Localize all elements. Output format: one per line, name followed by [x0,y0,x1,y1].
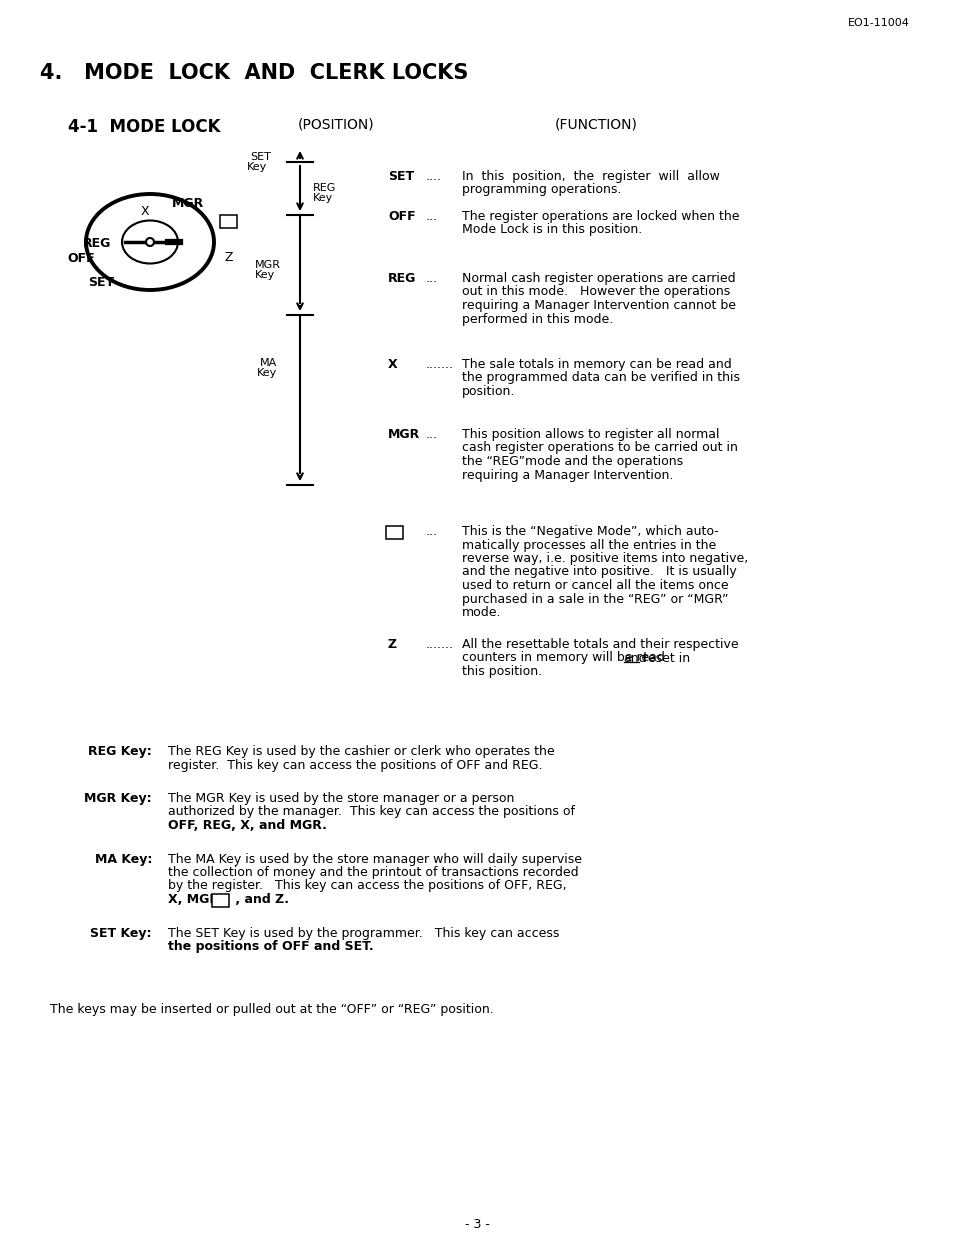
Text: X: X [388,358,397,370]
Text: .......: ....... [426,358,454,370]
Text: SET: SET [388,170,414,183]
Text: This is the “Negative Mode”, which auto-: This is the “Negative Mode”, which auto- [461,525,718,538]
Text: mode.: mode. [461,606,501,620]
Text: .......: ....... [426,638,454,650]
Text: ...: ... [426,209,437,223]
Text: ....: .... [426,170,441,183]
Text: This position allows to register all normal: This position allows to register all nor… [461,427,719,441]
Text: MGR: MGR [254,260,281,270]
Text: cash register operations to be carried out in: cash register operations to be carried o… [461,441,737,455]
Text: The REG Key is used by the cashier or clerk who operates the: The REG Key is used by the cashier or cl… [168,745,554,758]
Text: SET Key:: SET Key: [91,927,152,939]
Text: Key: Key [313,193,333,203]
Text: Key: Key [254,270,275,280]
Text: MGR Key:: MGR Key: [84,792,152,805]
Text: , and Z.: , and Z. [231,893,289,906]
Text: requiring a Manager Intervention cannot be: requiring a Manager Intervention cannot … [461,299,735,312]
Text: In  this  position,  the  register  will  allow: In this position, the register will allo… [461,170,720,183]
Text: the “REG”mode and the operations: the “REG”mode and the operations [461,455,682,468]
Text: reverse way, i.e. positive items into negative,: reverse way, i.e. positive items into ne… [461,553,747,565]
Text: Key: Key [247,162,267,172]
Text: Z: Z [225,252,233,264]
Text: by the register.   This key can access the positions of OFF, REG,: by the register. This key can access the… [168,880,566,892]
Text: and: and [623,652,646,664]
Text: performed in this mode.: performed in this mode. [461,312,613,326]
Text: the programmed data can be verified in this: the programmed data can be verified in t… [461,372,740,384]
FancyBboxPatch shape [386,527,402,539]
Text: Z: Z [388,638,396,650]
Text: −: − [389,527,398,536]
Text: used to return or cancel all the items once: used to return or cancel all the items o… [461,579,728,592]
Text: The SET Key is used by the programmer.   This key can access: The SET Key is used by the programmer. T… [168,927,558,939]
Text: The MGR Key is used by the store manager or a person: The MGR Key is used by the store manager… [168,792,514,805]
Text: −: − [223,216,233,225]
Text: 4-1  MODE LOCK: 4-1 MODE LOCK [68,118,220,136]
Text: MGR: MGR [172,197,204,209]
Text: position.: position. [461,385,515,398]
Text: OFF, REG, X, and MGR.: OFF, REG, X, and MGR. [168,819,327,833]
Text: - 3 -: - 3 - [464,1218,489,1232]
Text: X, MGR,: X, MGR, [168,893,228,906]
Text: All the resettable totals and their respective: All the resettable totals and their resp… [461,638,738,650]
Text: requiring a Manager Intervention.: requiring a Manager Intervention. [461,468,673,482]
Text: 4.   MODE  LOCK  AND  CLERK LOCKS: 4. MODE LOCK AND CLERK LOCKS [40,63,468,83]
Text: register.  This key can access the positions of OFF and REG.: register. This key can access the positi… [168,758,542,772]
Text: Mode Lock is in this position.: Mode Lock is in this position. [461,223,641,237]
Text: MA: MA [260,358,277,368]
Text: MA Key:: MA Key: [94,852,152,866]
Text: Key: Key [256,368,277,378]
Text: X: X [141,204,150,218]
Text: REG: REG [313,183,336,193]
Text: (FUNCTION): (FUNCTION) [555,118,638,133]
Text: EO1-11004: EO1-11004 [847,19,909,28]
Text: reset in: reset in [639,652,689,664]
Text: the collection of money and the printout of transactions recorded: the collection of money and the printout… [168,866,578,878]
FancyBboxPatch shape [212,895,229,907]
Text: MGR: MGR [388,427,420,441]
Text: SET: SET [250,152,271,162]
Text: The register operations are locked when the: The register operations are locked when … [461,209,739,223]
Text: ...: ... [426,427,437,441]
Text: the positions of OFF and SET.: the positions of OFF and SET. [168,940,374,953]
Text: The sale totals in memory can be read and: The sale totals in memory can be read an… [461,358,731,370]
Circle shape [146,238,153,247]
Text: authorized by the manager.  This key can access the positions of: authorized by the manager. This key can … [168,805,575,819]
Text: REG: REG [83,237,112,250]
Text: purchased in a sale in the “REG” or “MGR”: purchased in a sale in the “REG” or “MGR… [461,592,728,606]
Text: counters in memory will be read: counters in memory will be read [461,652,668,664]
Text: The MA Key is used by the store manager who will daily supervise: The MA Key is used by the store manager … [168,852,581,866]
Text: SET: SET [88,276,114,289]
FancyBboxPatch shape [220,216,236,228]
Text: The keys may be inserted or pulled out at the “OFF” or “REG” position.: The keys may be inserted or pulled out a… [50,1004,494,1016]
Text: REG: REG [388,273,416,285]
Text: REG Key:: REG Key: [89,745,152,758]
Text: out in this mode.   However the operations: out in this mode. However the operations [461,285,729,299]
Text: Normal cash register operations are carried: Normal cash register operations are carr… [461,273,735,285]
Text: matically processes all the entries in the: matically processes all the entries in t… [461,539,716,551]
Text: −: − [215,895,224,904]
Text: OFF: OFF [388,209,416,223]
Text: and the negative into positive.   It is usually: and the negative into positive. It is us… [461,565,736,579]
Text: ...: ... [426,525,437,538]
Text: ...: ... [426,273,437,285]
Ellipse shape [122,221,178,264]
Text: this position.: this position. [461,665,541,678]
Text: OFF: OFF [67,252,94,265]
Text: (POSITION): (POSITION) [297,118,375,133]
Text: programming operations.: programming operations. [461,183,620,197]
